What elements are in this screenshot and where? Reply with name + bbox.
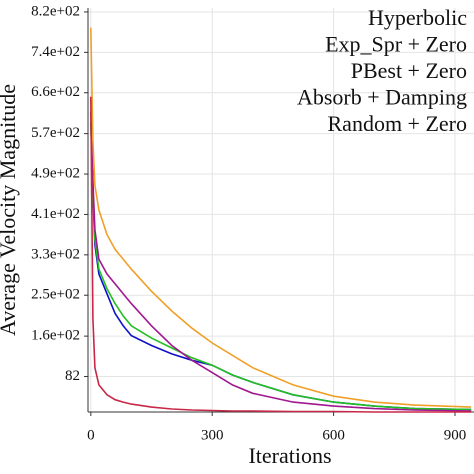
y-tick-label: 82	[65, 368, 80, 384]
y-axis-label: Average Velocity Magnitude	[0, 84, 20, 336]
series-line	[90, 111, 472, 412]
y-tick-label: 2.5e+02	[31, 287, 80, 303]
legend-label: Random + Zero	[328, 111, 468, 136]
legend-label: PBest + Zero	[351, 58, 467, 83]
x-tick-label: 900	[444, 427, 467, 443]
x-tick-label: 600	[322, 427, 345, 443]
y-tick-label: 1.6e+02	[31, 328, 80, 344]
y-tick-label: 5.7e+02	[31, 125, 80, 141]
y-tick-label: 4.1e+02	[31, 206, 80, 222]
series-line	[90, 121, 472, 411]
legend-label: Exp_Spr + Zero	[325, 32, 467, 57]
y-tick-label: 3.3e+02	[31, 246, 80, 262]
series-line	[90, 121, 472, 411]
y-tick-label: 4.9e+02	[31, 165, 80, 181]
x-axis-label: Iterations	[248, 443, 331, 468]
legend-label: Hyperbolic	[368, 5, 467, 30]
y-tick-label: 6.6e+02	[31, 84, 80, 100]
legend-label: Absorb + Damping	[297, 85, 467, 110]
series-line	[90, 27, 472, 408]
series-line	[90, 96, 472, 413]
x-tick-label: 0	[87, 427, 95, 443]
x-tick-label: 300	[201, 427, 224, 443]
y-tick-label: 7.4e+02	[31, 44, 80, 60]
y-tick-label: 8.2e+02	[31, 3, 80, 19]
